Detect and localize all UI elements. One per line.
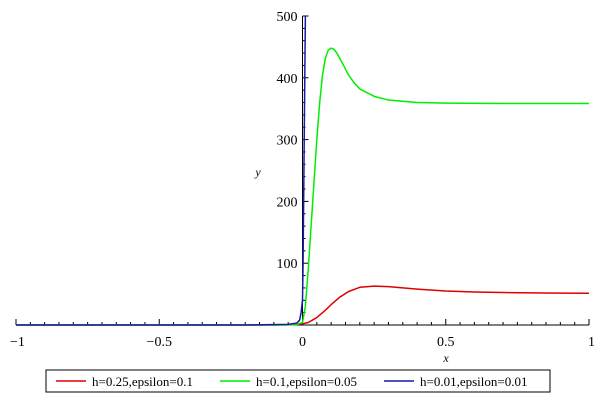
legend-label-1: h=0.25,epsilon=0.1	[92, 374, 193, 389]
y-tick-label: 400	[277, 72, 298, 87]
tick-labels: −1 −0.5 0 0.5 1 100 200 300 400 500	[10, 10, 595, 350]
x-tick-label: 0	[299, 335, 306, 350]
legend: h=0.25,epsilon=0.1 h=0.1,epsilon=0.05 h=0.…	[45, 369, 551, 393]
series-line-2	[16, 47, 589, 326]
legend-label-2: h=0.1,epsilon=0.05	[256, 374, 357, 389]
x-axis-label: x	[442, 351, 449, 365]
y-tick-label: 200	[277, 195, 298, 210]
series-line-3	[16, 15, 307, 326]
series-lines	[16, 15, 590, 326]
x-tick-label: 0.5	[437, 335, 455, 350]
y-axis-label: y	[254, 165, 261, 179]
y-tick-label: 300	[277, 134, 298, 149]
x-tick-label: −1	[10, 335, 25, 350]
y-tick-label: 500	[277, 10, 298, 25]
legend-box	[45, 369, 551, 393]
y-tick-label: 100	[277, 257, 298, 272]
x-tick-label: −0.5	[147, 335, 172, 350]
legend-label-3: h=0.01,epsilon=0.01	[420, 374, 527, 389]
x-tick-label: 1	[588, 335, 595, 350]
